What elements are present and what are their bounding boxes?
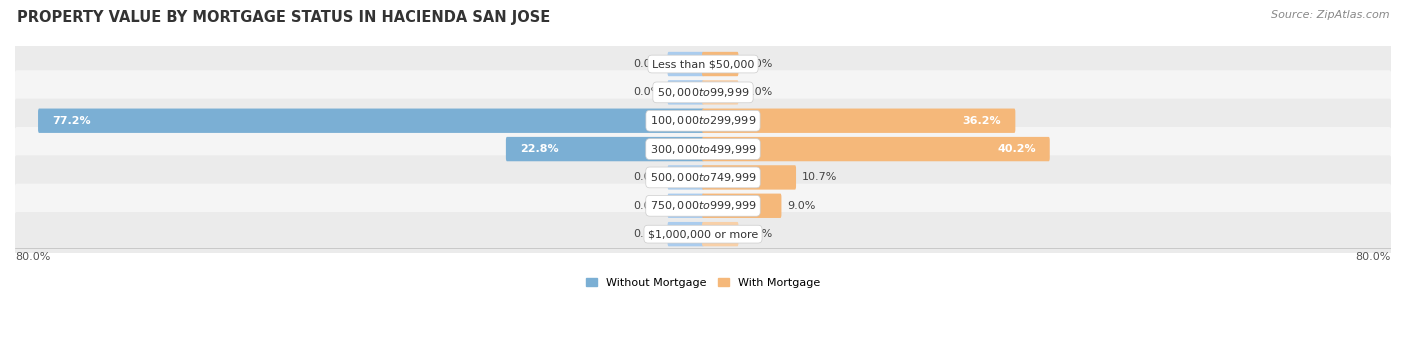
Text: 0.0%: 0.0% [634,87,662,97]
Text: 40.2%: 40.2% [997,144,1036,154]
FancyBboxPatch shape [668,222,704,246]
FancyBboxPatch shape [702,222,738,246]
Text: $100,000 to $299,999: $100,000 to $299,999 [650,114,756,127]
FancyBboxPatch shape [14,70,1392,115]
Text: 36.2%: 36.2% [963,116,1001,126]
FancyBboxPatch shape [702,193,782,218]
Text: $1,000,000 or more: $1,000,000 or more [648,229,758,239]
Legend: Without Mortgage, With Mortgage: Without Mortgage, With Mortgage [582,274,824,292]
Text: 80.0%: 80.0% [15,252,51,262]
Text: 9.0%: 9.0% [787,201,815,211]
FancyBboxPatch shape [14,212,1392,256]
Text: 22.8%: 22.8% [520,144,558,154]
Text: 0.0%: 0.0% [634,229,662,239]
Text: 0.0%: 0.0% [744,229,772,239]
FancyBboxPatch shape [506,137,704,161]
Text: 77.2%: 77.2% [52,116,90,126]
FancyBboxPatch shape [702,52,738,76]
Text: 0.0%: 0.0% [634,172,662,183]
FancyBboxPatch shape [702,137,1050,161]
Text: 0.0%: 0.0% [744,87,772,97]
FancyBboxPatch shape [702,108,1015,133]
Text: Less than $50,000: Less than $50,000 [652,59,754,69]
Text: $300,000 to $499,999: $300,000 to $499,999 [650,142,756,156]
Text: 4.0%: 4.0% [744,59,773,69]
FancyBboxPatch shape [14,42,1392,86]
FancyBboxPatch shape [668,80,704,105]
Text: 10.7%: 10.7% [801,172,838,183]
FancyBboxPatch shape [38,108,704,133]
FancyBboxPatch shape [668,165,704,190]
Text: Source: ZipAtlas.com: Source: ZipAtlas.com [1271,10,1389,20]
Text: PROPERTY VALUE BY MORTGAGE STATUS IN HACIENDA SAN JOSE: PROPERTY VALUE BY MORTGAGE STATUS IN HAC… [17,10,550,25]
Text: 80.0%: 80.0% [1355,252,1391,262]
Text: $500,000 to $749,999: $500,000 to $749,999 [650,171,756,184]
FancyBboxPatch shape [668,193,704,218]
Text: $50,000 to $99,999: $50,000 to $99,999 [657,86,749,99]
FancyBboxPatch shape [702,165,796,190]
FancyBboxPatch shape [14,127,1392,171]
FancyBboxPatch shape [14,184,1392,228]
FancyBboxPatch shape [668,52,704,76]
FancyBboxPatch shape [14,99,1392,143]
FancyBboxPatch shape [14,155,1392,200]
Text: 0.0%: 0.0% [634,201,662,211]
Text: $750,000 to $999,999: $750,000 to $999,999 [650,199,756,212]
Text: 0.0%: 0.0% [634,59,662,69]
FancyBboxPatch shape [702,80,738,105]
